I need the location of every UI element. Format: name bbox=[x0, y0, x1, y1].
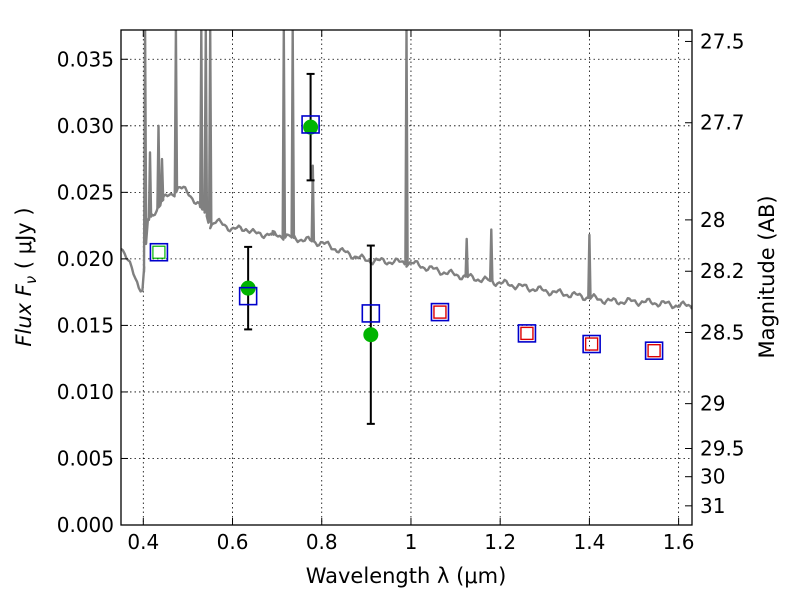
x-tick-label: 1.4 bbox=[573, 530, 605, 554]
y2-tick-label: 27.5 bbox=[700, 29, 745, 53]
x-tick-label: 1 bbox=[405, 530, 418, 554]
y-tick-label: 0.035 bbox=[57, 47, 114, 71]
x-tick-label: 0.6 bbox=[217, 530, 249, 554]
x-axis-label: Wavelength λ (μm) bbox=[306, 564, 507, 588]
x-tick-label: 1.6 bbox=[663, 530, 695, 554]
y2-tick-label: 28 bbox=[700, 208, 725, 232]
y2-tick-label: 28.5 bbox=[700, 320, 745, 344]
plot-background bbox=[0, 0, 800, 600]
y2-tick-label: 28.2 bbox=[700, 259, 745, 283]
y-tick-label: 0.000 bbox=[57, 513, 114, 537]
y2-tick-label: 27.7 bbox=[700, 111, 745, 135]
x-tick-label: 1.2 bbox=[484, 530, 516, 554]
y-tick-label: 0.030 bbox=[57, 114, 114, 138]
y2-tick-label: 29 bbox=[700, 392, 725, 416]
y-tick-label: 0.010 bbox=[57, 380, 114, 404]
y-tick-label: 0.020 bbox=[57, 247, 114, 271]
y2-tick-label: 31 bbox=[700, 494, 725, 518]
y-tick-label: 0.005 bbox=[57, 446, 114, 470]
y2-tick-label: 29.5 bbox=[700, 436, 745, 460]
y-tick-label: 0.015 bbox=[57, 313, 114, 337]
y-axis-label-main: Flux F bbox=[12, 283, 36, 346]
observed-point bbox=[363, 327, 378, 342]
x-tick-label: 0.4 bbox=[127, 530, 159, 554]
y-tick-label: 0.025 bbox=[57, 180, 114, 204]
sed-chart: 0.4 0.6 0.8 1 1.2 1.4 1.6 0.000 0.005 0.010 0.015 0… bbox=[0, 0, 800, 600]
x-tick-label: 0.8 bbox=[306, 530, 338, 554]
y2-axis-label: Magnitude (AB) bbox=[755, 195, 779, 358]
y-axis-label-unit: ( μJy ) bbox=[12, 207, 36, 275]
y-axis-label-sub: ν bbox=[22, 276, 40, 284]
y2-tick-label: 30 bbox=[700, 465, 725, 489]
